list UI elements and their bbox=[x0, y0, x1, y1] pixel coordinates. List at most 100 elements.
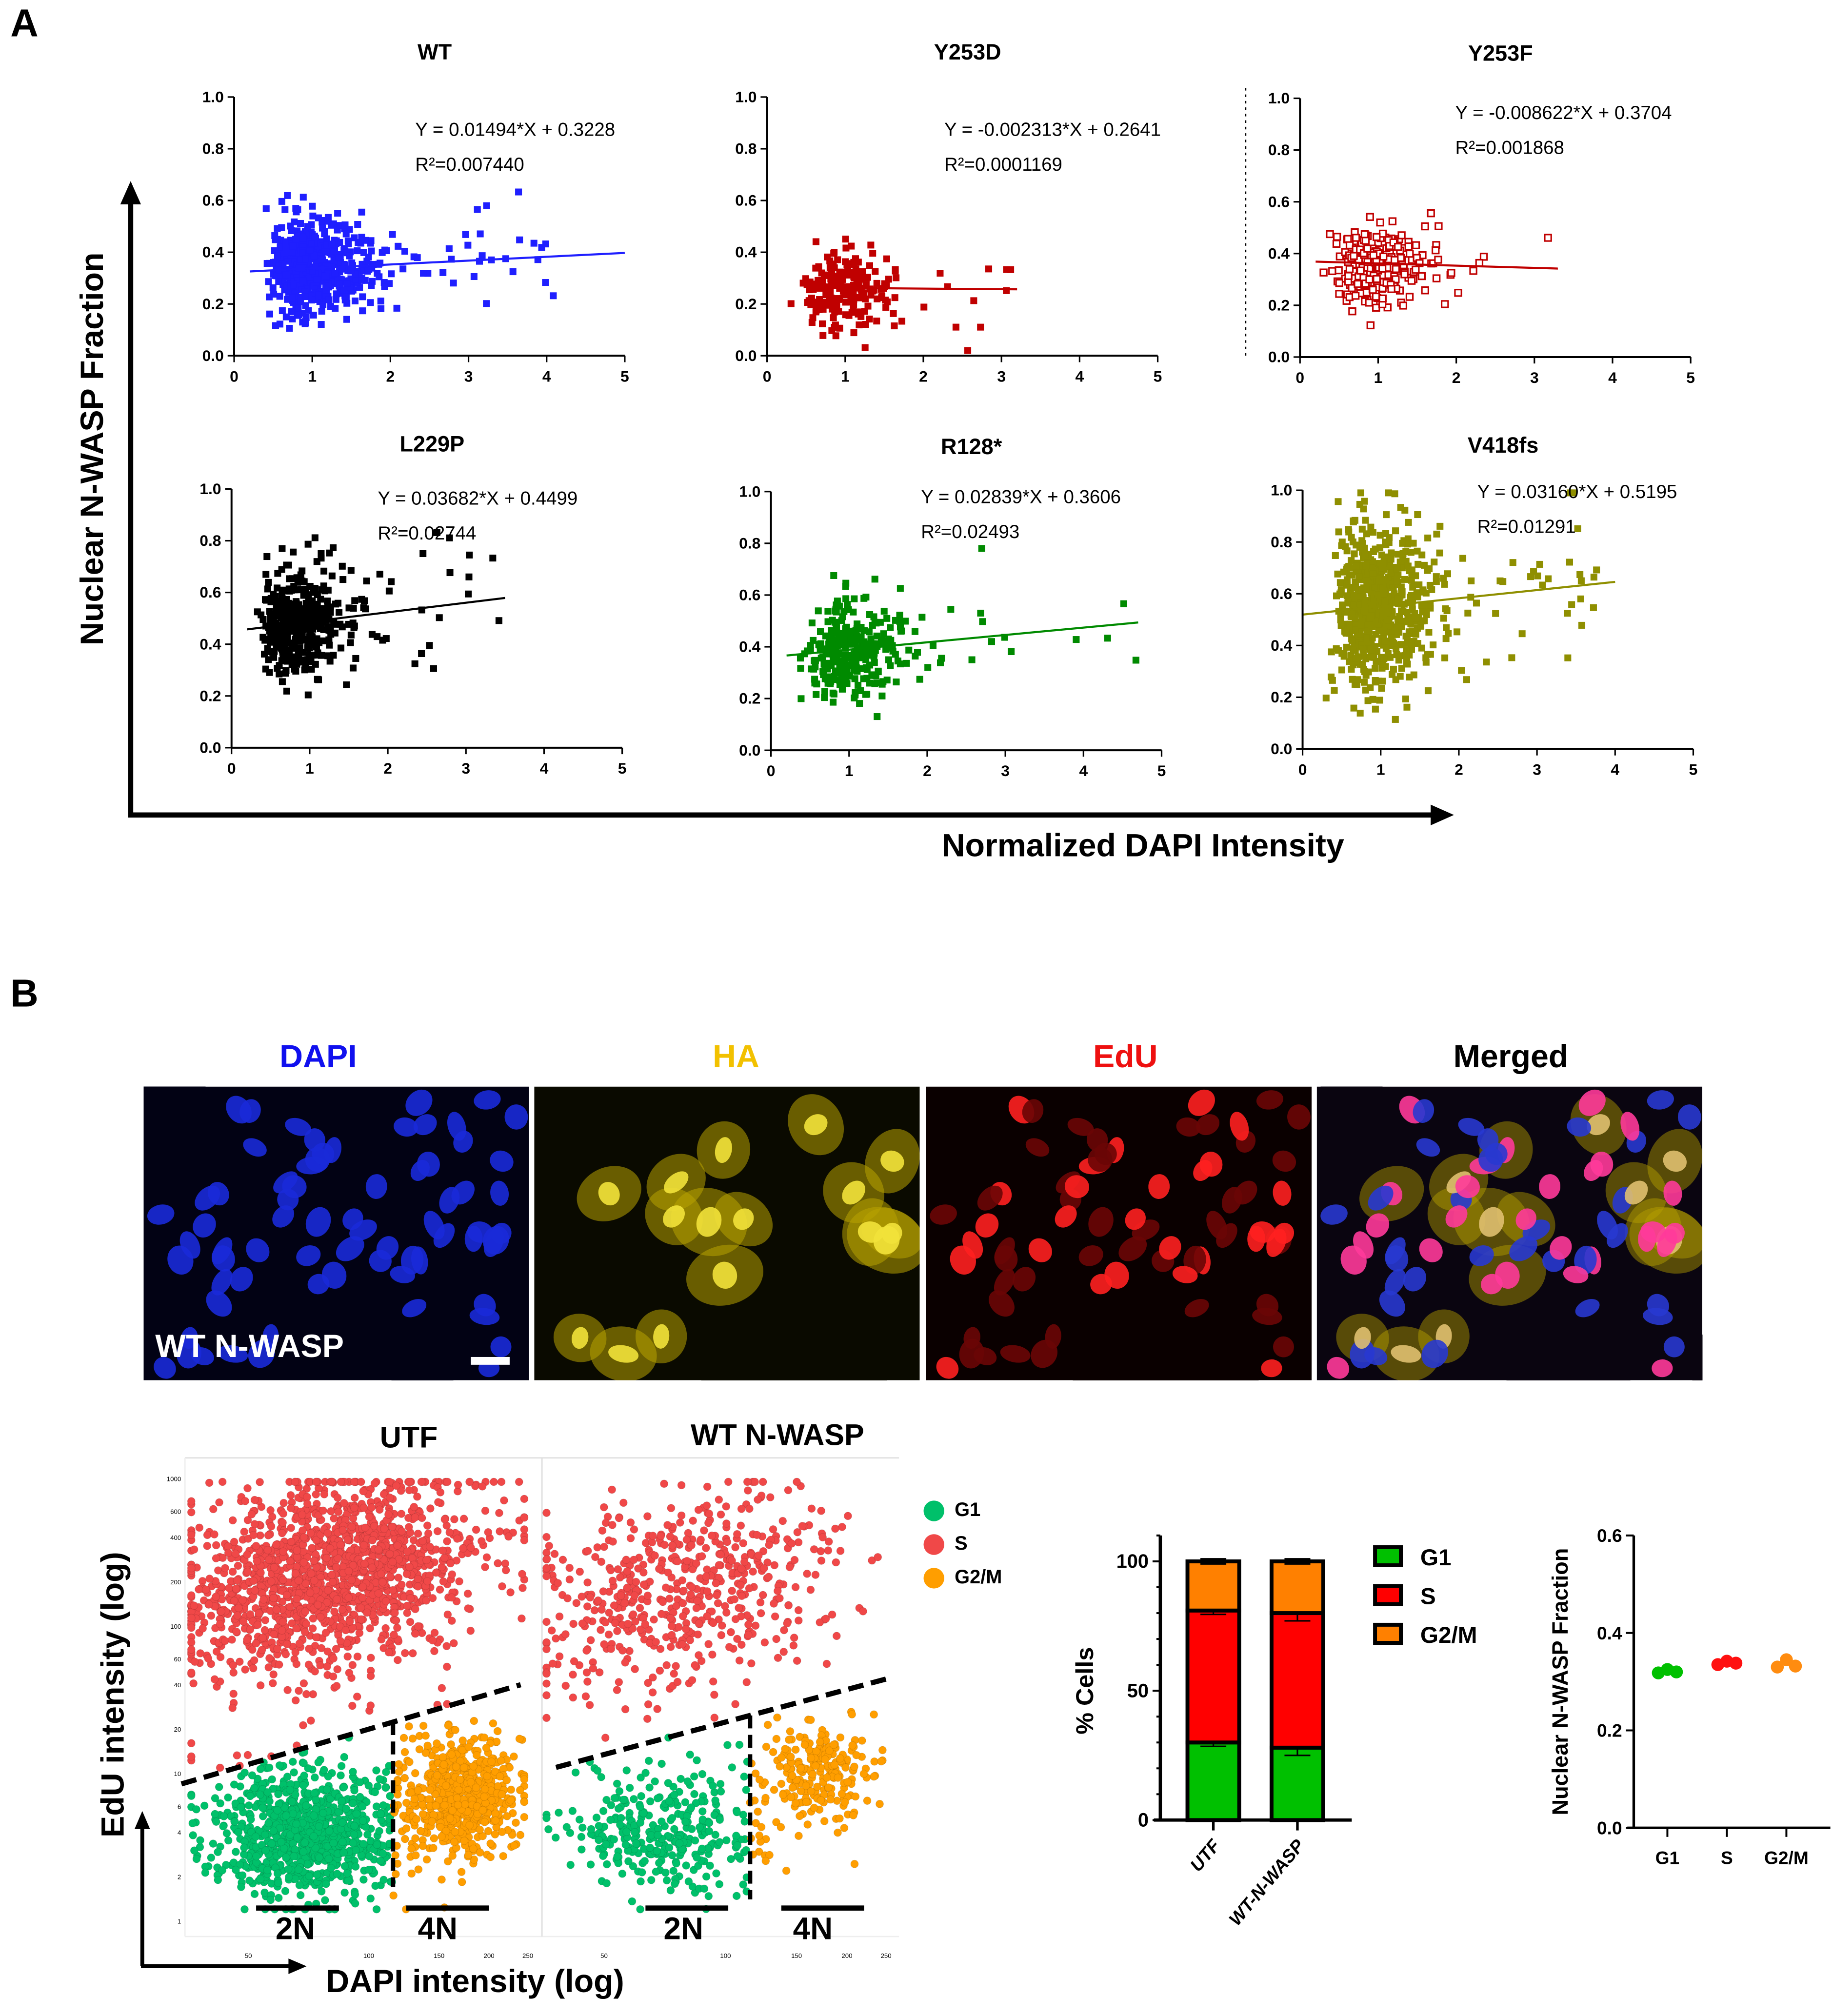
data-point bbox=[835, 296, 842, 303]
data-point bbox=[385, 587, 393, 595]
data-point bbox=[454, 1480, 462, 1489]
data-point bbox=[299, 1721, 307, 1730]
data-point bbox=[334, 1508, 343, 1517]
data-point bbox=[371, 1788, 379, 1796]
x-tick-label: 3 bbox=[464, 367, 473, 385]
plot-area: 0.00.20.40.60.81.00 1 2 3 4 5 bbox=[735, 88, 1162, 385]
image-overlay-label: WT N-WASP bbox=[155, 1328, 344, 1365]
panel-a-letter: A bbox=[10, 2, 39, 45]
data-point bbox=[395, 242, 402, 250]
data-point bbox=[854, 668, 861, 675]
data-point bbox=[269, 632, 276, 639]
data-point bbox=[855, 681, 862, 689]
data-point bbox=[399, 1734, 408, 1742]
data-point bbox=[850, 259, 857, 266]
data-point bbox=[911, 628, 918, 635]
data-point bbox=[861, 308, 868, 315]
data-point bbox=[279, 628, 286, 636]
data-point bbox=[830, 275, 837, 282]
data-point bbox=[310, 589, 317, 596]
data-point bbox=[466, 551, 473, 559]
data-point bbox=[279, 307, 286, 315]
data-point bbox=[419, 1721, 428, 1730]
scatter-plot-r128-stop: 0.00.20.40.60.81.00 1 2 3 4 5 bbox=[739, 482, 1166, 779]
data-point bbox=[1348, 307, 1356, 316]
regression-line bbox=[786, 621, 1138, 657]
data-point bbox=[824, 607, 832, 615]
data-point bbox=[1469, 267, 1477, 275]
data-point bbox=[489, 1719, 498, 1728]
data-point bbox=[883, 677, 891, 684]
data-point bbox=[861, 295, 869, 302]
x-tick-label: 4 bbox=[542, 367, 551, 385]
x-tick-label: 3 bbox=[1530, 369, 1539, 386]
y-tick-label: 0.4 bbox=[199, 635, 221, 653]
data-point bbox=[1432, 274, 1441, 282]
data-point bbox=[347, 631, 355, 639]
data-point bbox=[836, 677, 843, 684]
data-point bbox=[349, 1839, 358, 1848]
y-tick-label: 4 bbox=[178, 1829, 181, 1836]
data-point bbox=[214, 1848, 222, 1856]
data-point bbox=[1441, 300, 1449, 308]
data-point bbox=[898, 627, 905, 635]
data-point bbox=[330, 248, 337, 255]
data-point bbox=[1378, 294, 1387, 303]
data-point bbox=[290, 583, 298, 590]
data-point bbox=[968, 656, 976, 663]
data-point bbox=[302, 302, 309, 309]
data-point bbox=[343, 316, 350, 323]
data-point bbox=[328, 572, 336, 579]
data-point bbox=[826, 257, 834, 264]
regression-equation: Y = -0.008622*X + 0.3704 bbox=[1455, 103, 1672, 124]
data-point bbox=[407, 1869, 416, 1878]
data-point bbox=[224, 1793, 233, 1802]
data-point bbox=[841, 269, 849, 277]
data-point bbox=[442, 1642, 451, 1651]
data-point bbox=[516, 1786, 524, 1795]
data-point bbox=[480, 1563, 489, 1572]
x-arrow-head bbox=[1431, 804, 1454, 825]
data-point bbox=[324, 218, 331, 225]
data-point bbox=[293, 633, 300, 640]
data-point bbox=[442, 1662, 451, 1671]
data-point bbox=[199, 1624, 207, 1633]
data-point bbox=[890, 310, 897, 317]
data-point bbox=[393, 1623, 401, 1632]
data-point bbox=[400, 1774, 409, 1782]
y-tick-label: 0.8 bbox=[1268, 141, 1290, 159]
data-point bbox=[489, 1477, 498, 1486]
data-point bbox=[341, 1626, 350, 1635]
data-point bbox=[275, 278, 282, 285]
data-point bbox=[1369, 251, 1378, 259]
data-point bbox=[366, 1894, 375, 1903]
data-point bbox=[936, 270, 944, 277]
data-point bbox=[947, 606, 955, 613]
data-point bbox=[262, 205, 270, 212]
data-point bbox=[343, 1652, 352, 1661]
data-point bbox=[872, 268, 879, 275]
data-point bbox=[366, 1654, 375, 1662]
data-point bbox=[817, 628, 824, 636]
data-point bbox=[985, 265, 993, 273]
data-point bbox=[828, 327, 836, 334]
data-point bbox=[337, 1771, 345, 1780]
data-point bbox=[891, 322, 898, 330]
y-tick-label: 0.2 bbox=[735, 295, 757, 313]
data-point bbox=[340, 287, 347, 294]
data-point bbox=[810, 637, 817, 644]
data-point bbox=[1365, 299, 1373, 307]
data-point bbox=[530, 240, 538, 247]
x-tick-label: 1 bbox=[1374, 369, 1383, 386]
data-point bbox=[497, 1477, 506, 1486]
data-point bbox=[402, 1570, 411, 1578]
data-point bbox=[395, 1760, 403, 1769]
data-point bbox=[1132, 657, 1139, 664]
y-tick-label: 0.0 bbox=[1268, 348, 1290, 366]
data-point bbox=[866, 316, 873, 323]
data-point bbox=[1454, 289, 1462, 297]
data-point bbox=[230, 1597, 239, 1605]
data-point bbox=[388, 270, 395, 278]
data-point bbox=[315, 676, 322, 683]
data-point bbox=[520, 1513, 529, 1522]
